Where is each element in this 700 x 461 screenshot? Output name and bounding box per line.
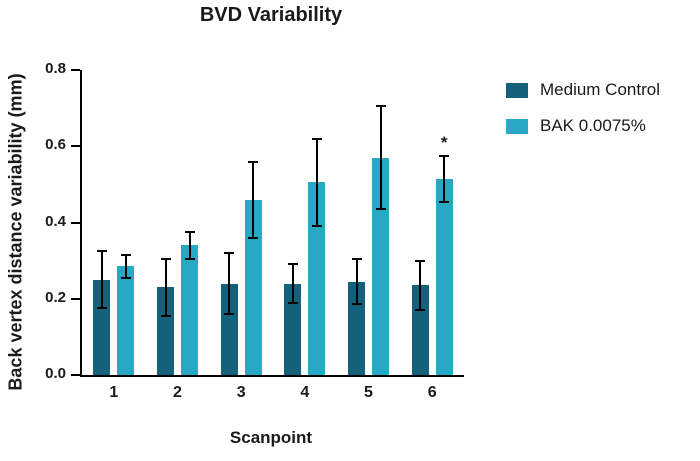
error-bar-line: [315, 138, 318, 227]
bar: [117, 266, 135, 375]
bar: [157, 287, 174, 375]
error-bar-cap-top: [248, 160, 259, 163]
error-bar-line: [124, 254, 127, 278]
legend-item: Medium Control: [506, 80, 660, 100]
error-bar-line: [443, 155, 446, 202]
y-tick: [71, 221, 80, 224]
x-tick-label: 1: [109, 384, 119, 401]
y-tick: [71, 145, 80, 148]
plot-area: 1 2 3 4 5 6 0.0 0.2 0.4 0.6 0.8 *: [45, 60, 464, 401]
error-bar-line: [291, 264, 294, 303]
bar: [181, 245, 198, 375]
x-tick-label: 2: [173, 384, 182, 401]
error-bar-cap-bottom: [120, 276, 131, 279]
bar: [93, 279, 111, 375]
chart-title: BVD Variability: [199, 4, 343, 26]
error-bar-cap-bottom: [160, 314, 171, 317]
y-tick: [71, 297, 80, 300]
error-bar-cap-bottom: [248, 236, 259, 239]
error-bar-cap-top: [375, 105, 386, 108]
legend-swatch: [506, 118, 528, 134]
error-bar-cap-top: [439, 154, 450, 157]
bar: [435, 178, 453, 375]
bar: [372, 157, 389, 375]
error-bar-cap-top: [415, 259, 426, 262]
error-bar-cap-top: [96, 250, 107, 253]
error-bar-line: [379, 106, 382, 210]
legend-swatch: [506, 82, 528, 98]
error-bar-cap-top: [311, 137, 322, 140]
error-bar-cap-top: [184, 231, 195, 234]
error-bar-line: [419, 260, 422, 311]
bar: [220, 283, 238, 375]
error-bar-line: [164, 258, 167, 316]
error-bar-cap-bottom: [224, 313, 235, 315]
error-bar-cap-top: [120, 253, 131, 256]
y-tick: [71, 69, 80, 71]
legend-label: Medium Control: [540, 80, 660, 99]
x-axis-label: Scanpoint: [229, 428, 313, 447]
error-bar-cap-top: [160, 257, 171, 260]
error-bar-cap-bottom: [351, 303, 362, 306]
legend-item: BAK 0.0075%: [506, 116, 660, 136]
error-bar-line: [188, 232, 191, 259]
y-tick-label: 0.2: [45, 288, 66, 306]
y-axis-label: Back vertex distance variability (mm): [5, 73, 26, 391]
error-bar-cap-top: [287, 263, 298, 266]
error-bar-cap-bottom: [375, 208, 386, 211]
x-tick-label: 3: [236, 384, 246, 401]
significance-annotation: *: [440, 132, 448, 152]
y-tick-label: 0.4: [45, 212, 66, 230]
error-bar-cap-bottom: [311, 225, 322, 228]
legend-label: BAK 0.0075%: [540, 116, 646, 135]
bar: [244, 199, 262, 375]
error-bar-cap-bottom: [287, 301, 298, 304]
error-bar-cap-bottom: [439, 200, 450, 203]
error-bar-cap-bottom: [184, 257, 195, 260]
bar: [284, 283, 302, 375]
error-bar-line: [228, 253, 231, 314]
x-tick-label: 4: [300, 384, 310, 401]
error-bar-line: [252, 161, 255, 238]
x-tick-label: 5: [364, 384, 373, 401]
bar: [308, 182, 326, 375]
error-bar-line: [355, 258, 358, 305]
error-bar-line: [100, 251, 103, 309]
error-bar-cap-top: [224, 252, 235, 254]
y-tick: [71, 374, 80, 376]
y-tick-label: 0.8: [45, 60, 66, 77]
y-tick-label: 0.6: [45, 136, 66, 154]
legend: Medium Control BAK 0.0075%: [506, 80, 660, 152]
x-tick-label: 6: [427, 384, 437, 401]
error-bar-cap-bottom: [96, 307, 107, 310]
error-bar-cap-top: [351, 257, 362, 260]
y-tick-label: 0.0: [45, 365, 66, 382]
bar: [411, 285, 429, 375]
error-bar-cap-bottom: [415, 309, 426, 312]
